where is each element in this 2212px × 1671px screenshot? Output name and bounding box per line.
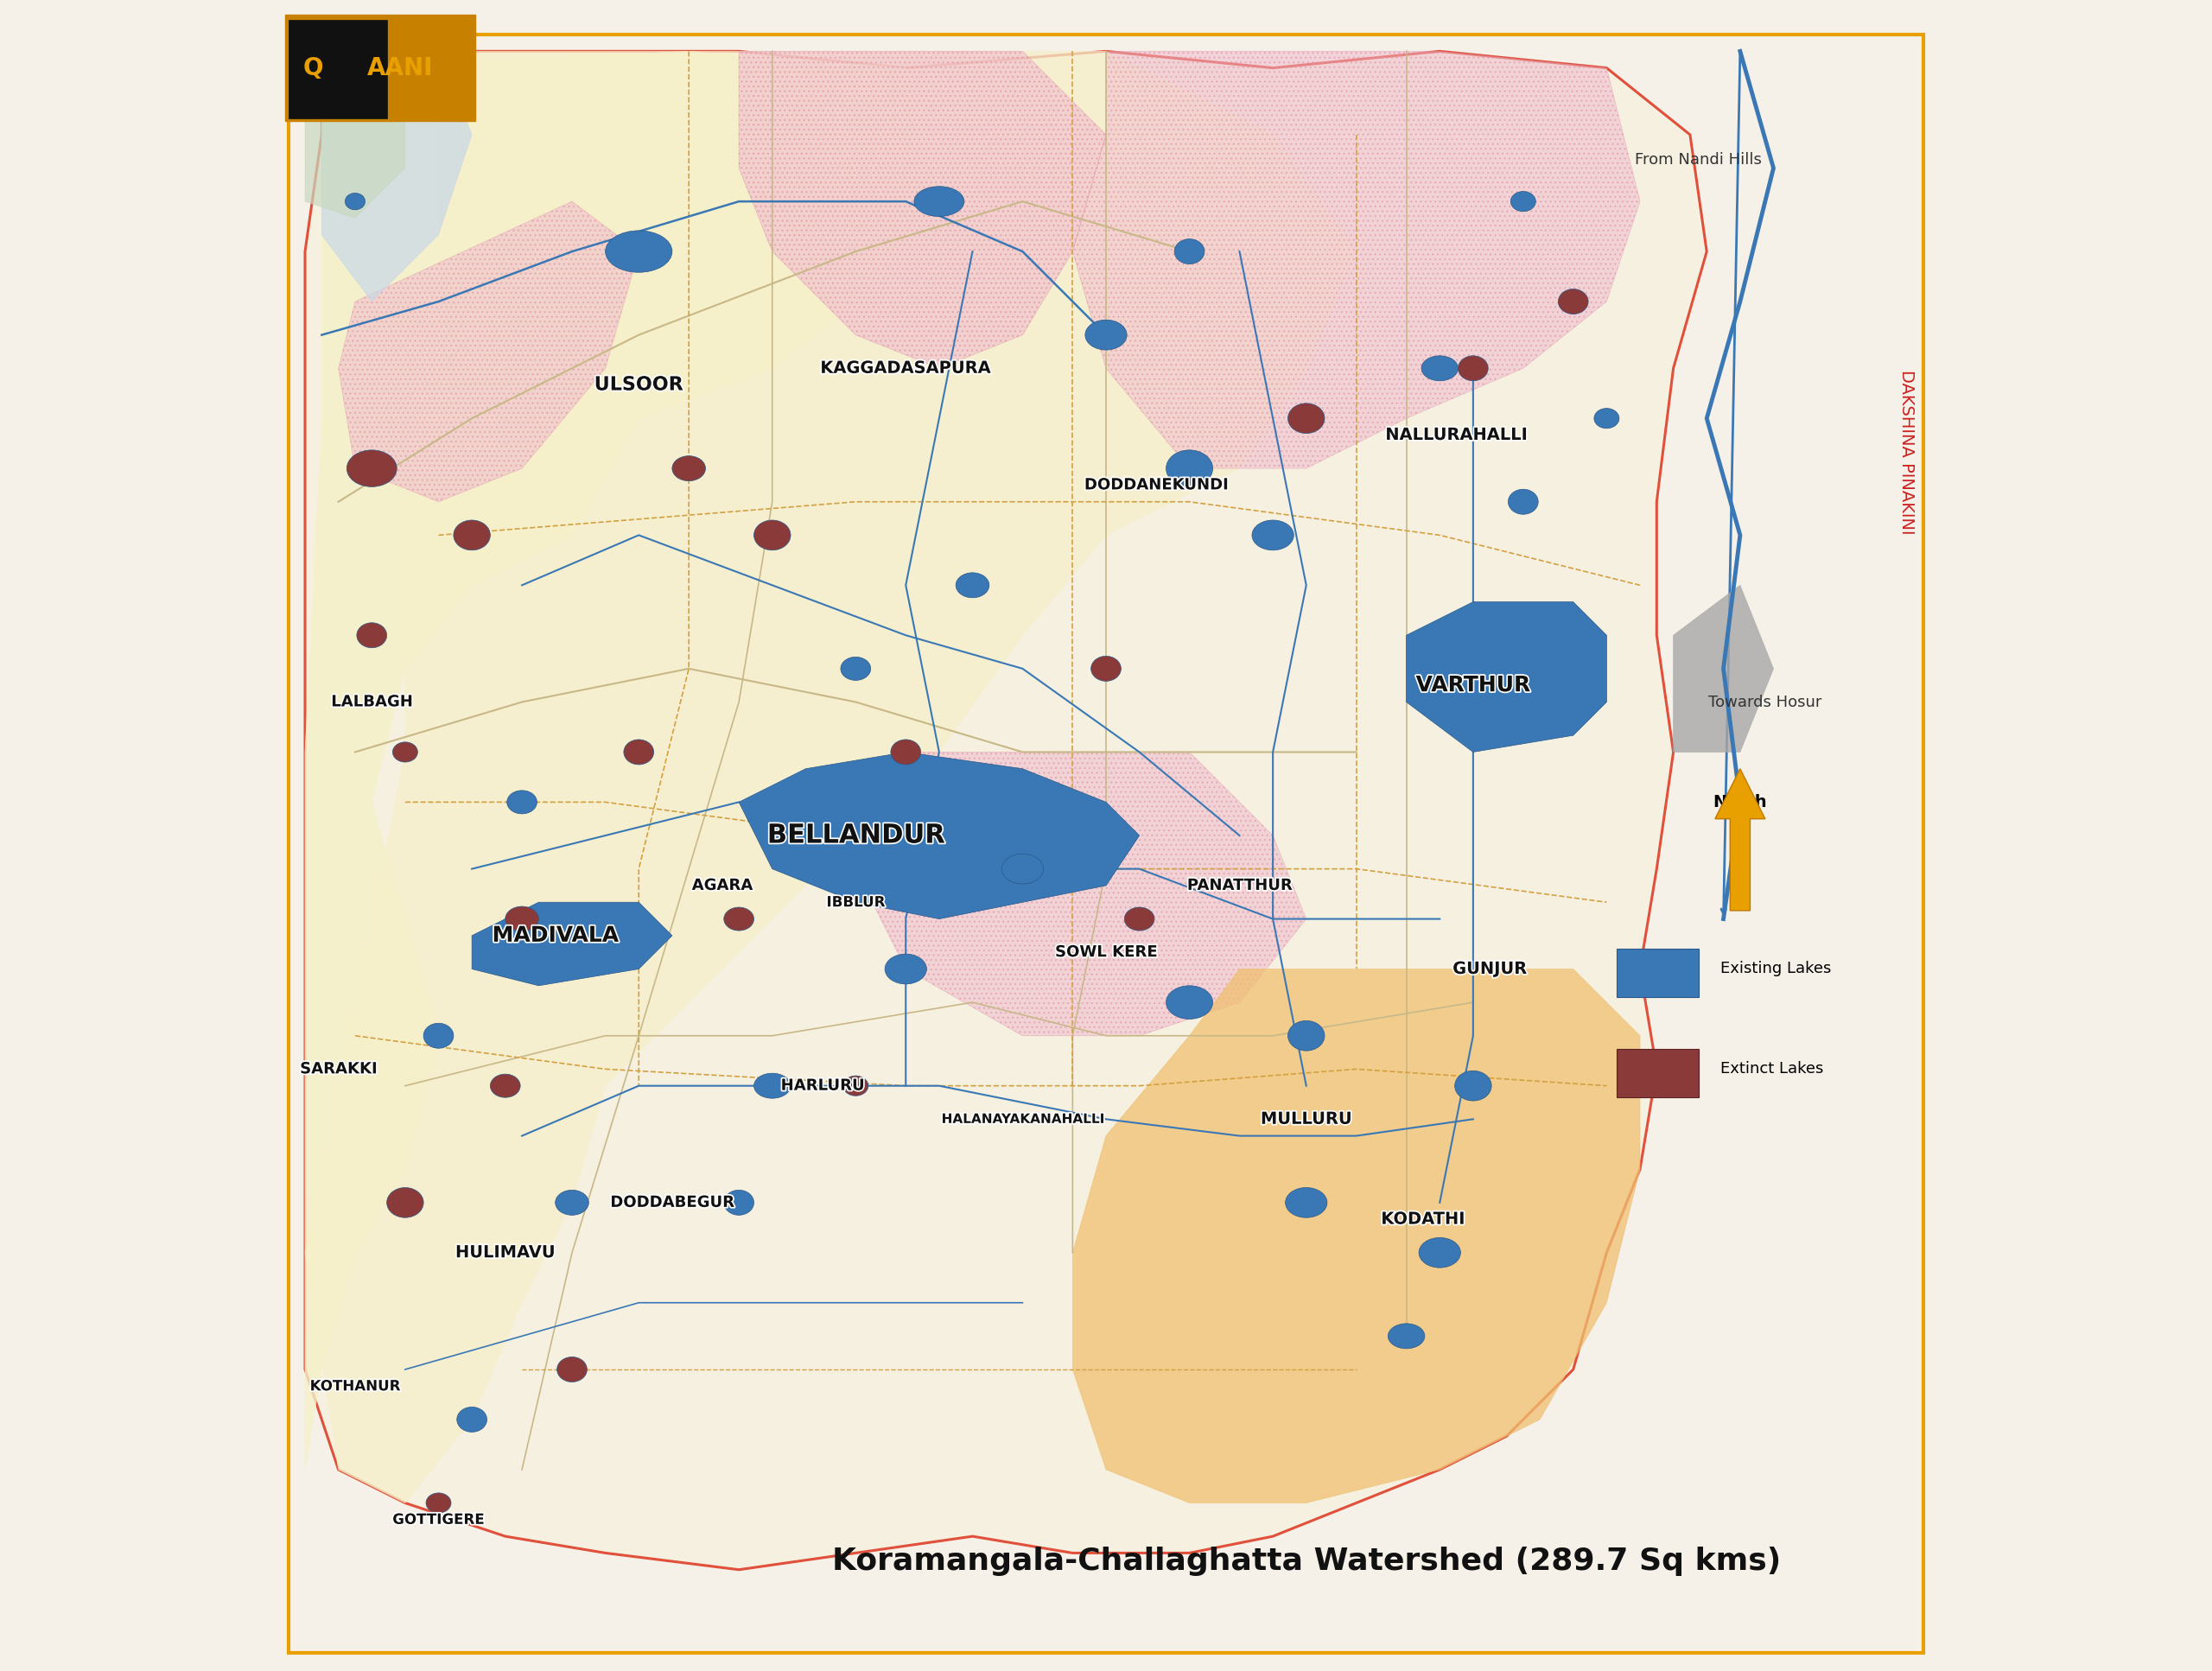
Ellipse shape <box>843 1076 869 1096</box>
Ellipse shape <box>1595 408 1619 428</box>
Ellipse shape <box>624 740 655 765</box>
Text: From Nandi Hills: From Nandi Hills <box>1635 152 1761 167</box>
FancyBboxPatch shape <box>1617 1049 1699 1098</box>
Ellipse shape <box>422 1023 453 1048</box>
Ellipse shape <box>345 194 365 211</box>
FancyBboxPatch shape <box>1617 949 1699 998</box>
Ellipse shape <box>1455 1071 1491 1101</box>
Polygon shape <box>305 52 940 1469</box>
Ellipse shape <box>1086 319 1126 349</box>
Polygon shape <box>305 52 405 219</box>
Ellipse shape <box>891 740 920 765</box>
Ellipse shape <box>1002 854 1044 884</box>
Ellipse shape <box>1458 356 1489 381</box>
Ellipse shape <box>387 1188 422 1218</box>
Text: GUNJUR: GUNJUR <box>1453 961 1526 978</box>
Text: DODDABEGUR: DODDABEGUR <box>611 1195 734 1210</box>
Text: AGARA: AGARA <box>692 877 752 894</box>
Text: LALBAGH: LALBAGH <box>332 693 411 710</box>
Ellipse shape <box>555 1190 588 1215</box>
Ellipse shape <box>606 231 672 272</box>
Ellipse shape <box>1285 1188 1327 1218</box>
Text: GOTTIGERE: GOTTIGERE <box>392 1512 484 1527</box>
Ellipse shape <box>1418 1238 1460 1268</box>
Ellipse shape <box>1166 449 1212 486</box>
Text: NALLURAHALLI: NALLURAHALLI <box>1385 426 1528 443</box>
Text: MADIVALA: MADIVALA <box>491 926 619 946</box>
Ellipse shape <box>1252 520 1294 550</box>
Ellipse shape <box>458 1407 487 1432</box>
Ellipse shape <box>347 449 396 486</box>
Text: Existing Lakes: Existing Lakes <box>1721 961 1832 978</box>
FancyBboxPatch shape <box>288 20 387 119</box>
Text: HULIMAVU: HULIMAVU <box>456 1245 555 1262</box>
Text: MULLURU: MULLURU <box>1261 1111 1352 1128</box>
Ellipse shape <box>491 1074 520 1098</box>
Ellipse shape <box>841 657 872 680</box>
Ellipse shape <box>1422 356 1458 381</box>
Ellipse shape <box>754 520 790 550</box>
Ellipse shape <box>504 906 540 931</box>
Text: SARAKKI: SARAKKI <box>301 1061 376 1076</box>
Ellipse shape <box>1124 907 1155 931</box>
Text: Q: Q <box>303 55 323 80</box>
Ellipse shape <box>507 790 538 814</box>
FancyBboxPatch shape <box>288 35 1924 1653</box>
Ellipse shape <box>672 456 706 481</box>
Ellipse shape <box>723 1190 754 1215</box>
Text: Extinct Lakes: Extinct Lakes <box>1721 1061 1823 1076</box>
Ellipse shape <box>754 1073 790 1098</box>
Ellipse shape <box>723 907 754 931</box>
Ellipse shape <box>1166 986 1212 1019</box>
Polygon shape <box>739 752 1139 919</box>
Ellipse shape <box>914 187 964 217</box>
Text: KAGGADASAPURA: KAGGADASAPURA <box>821 359 991 376</box>
Text: North: North <box>1712 794 1767 810</box>
Text: DAKSHINA PINAKINI: DAKSHINA PINAKINI <box>1898 369 1916 535</box>
Ellipse shape <box>427 1492 451 1512</box>
Text: HALANAYAKANAHALLI: HALANAYAKANAHALLI <box>942 1113 1104 1126</box>
Ellipse shape <box>956 573 989 598</box>
Text: KODATHI: KODATHI <box>1380 1211 1464 1228</box>
Ellipse shape <box>557 1357 586 1382</box>
Text: BELLANDUR: BELLANDUR <box>768 824 945 847</box>
Polygon shape <box>1407 602 1606 752</box>
Text: IBBLUR: IBBLUR <box>827 894 885 911</box>
Text: AANI: AANI <box>367 55 434 80</box>
Ellipse shape <box>1175 239 1206 264</box>
Text: ULSOOR: ULSOOR <box>595 376 684 394</box>
Text: HARLURU: HARLURU <box>781 1078 865 1093</box>
Text: DODDANEKUNDI: DODDANEKUNDI <box>1084 478 1228 493</box>
Polygon shape <box>1073 52 1639 468</box>
Ellipse shape <box>1287 403 1325 433</box>
Ellipse shape <box>1387 1323 1425 1348</box>
Polygon shape <box>1672 585 1774 752</box>
Ellipse shape <box>1287 1021 1325 1051</box>
Polygon shape <box>1073 969 1639 1502</box>
Text: SOWL KERE: SOWL KERE <box>1055 944 1157 961</box>
Ellipse shape <box>1509 490 1537 515</box>
Polygon shape <box>321 52 471 301</box>
Ellipse shape <box>356 623 387 648</box>
Polygon shape <box>471 902 672 986</box>
Ellipse shape <box>885 954 927 984</box>
Polygon shape <box>739 52 1106 368</box>
Polygon shape <box>305 52 1708 1569</box>
Polygon shape <box>338 202 639 501</box>
Ellipse shape <box>453 520 491 550</box>
FancyArrow shape <box>1714 769 1765 911</box>
Polygon shape <box>856 752 1307 1036</box>
Text: PANATTHUR: PANATTHUR <box>1188 877 1292 894</box>
Text: VARTHUR: VARTHUR <box>1416 675 1531 695</box>
Text: Towards Hosur: Towards Hosur <box>1708 693 1823 710</box>
Polygon shape <box>305 52 1356 1502</box>
Ellipse shape <box>1511 192 1535 212</box>
FancyBboxPatch shape <box>285 15 476 122</box>
Ellipse shape <box>1557 289 1588 314</box>
Text: KOTHANUR: KOTHANUR <box>310 1379 400 1394</box>
Ellipse shape <box>1091 657 1121 682</box>
Text: Koramangala-Challaghatta Watershed (289.7 Sq kms): Koramangala-Challaghatta Watershed (289.… <box>832 1547 1781 1576</box>
Ellipse shape <box>394 742 418 762</box>
